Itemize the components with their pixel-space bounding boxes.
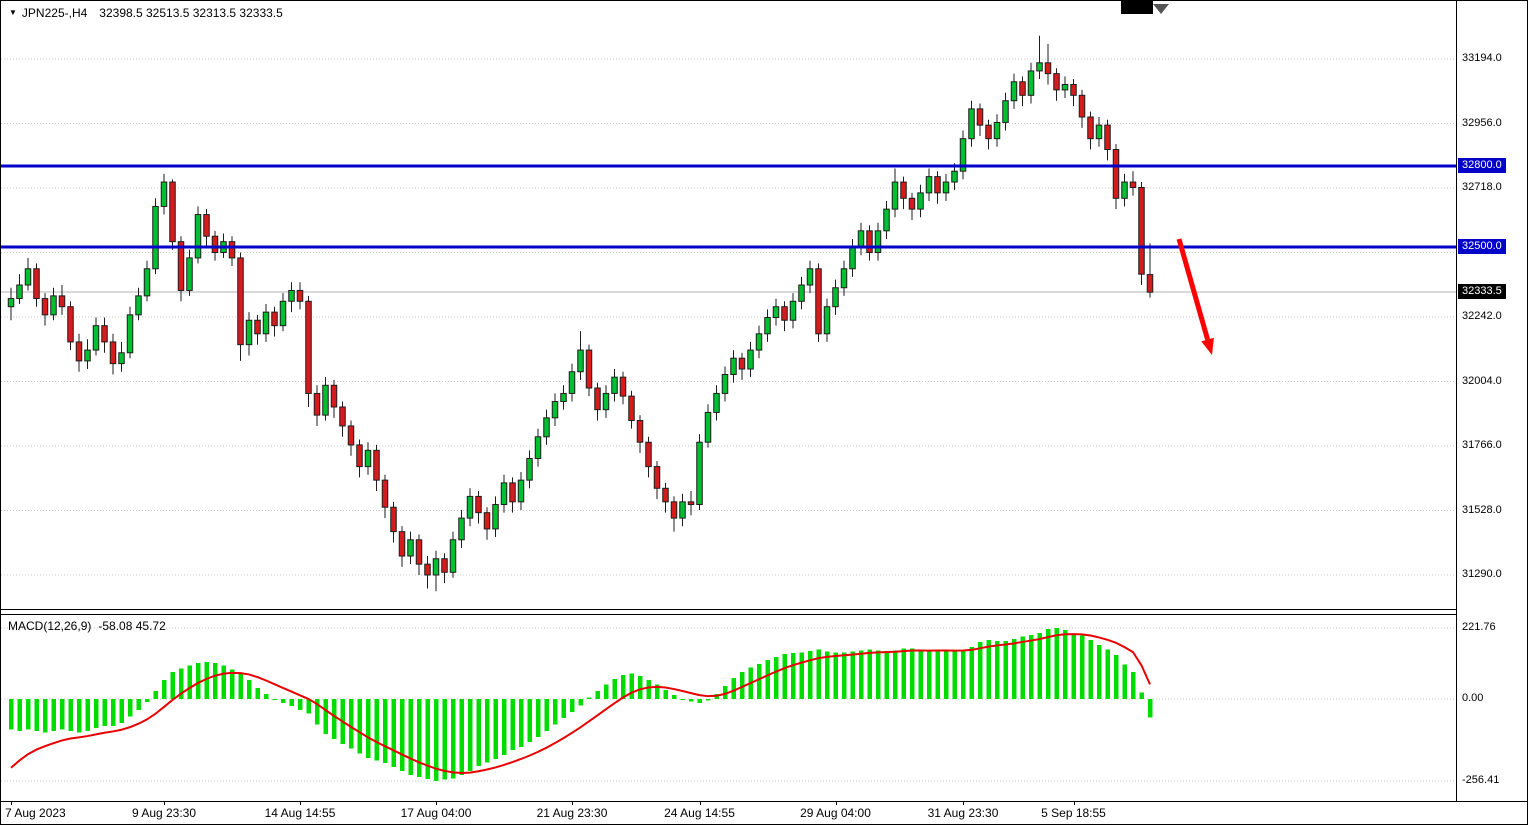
level-price-tag: 32800.0 [1458, 157, 1506, 173]
price-axis[interactable]: 33194.0 32956.0 32718.0 32242.0 32004.0 31766… [1457, 1, 1527, 801]
time-scale-label: 14 Aug 14:55 [264, 806, 336, 820]
price-scale-label: 32956.0 [1462, 116, 1502, 129]
panel-separator[interactable] [1, 609, 1527, 610]
time-scale-label: 9 Aug 23:30 [131, 806, 197, 820]
candles-layer [7, 35, 1154, 592]
time-axis-tick [436, 802, 437, 805]
price-scale-label: 32004.0 [1462, 374, 1502, 387]
grid-layer [1, 58, 1456, 576]
macd-scale-label: -256.41 [1462, 774, 1500, 787]
time-axis-tick [572, 802, 573, 805]
macd-scale-label: 221.76 [1462, 621, 1496, 634]
main-chart[interactable] [1, 1, 1456, 609]
time-scale-label: 5 Sep 18:55 [1041, 806, 1106, 820]
time-axis-tick [11, 802, 12, 805]
macd-signal-line [10, 633, 1151, 774]
macd-grid-layer [1, 627, 1456, 782]
time-scale-label: 31 Aug 23:30 [927, 806, 999, 820]
price-scale-label: 31528.0 [1462, 503, 1502, 516]
level-price-tag: 32500.0 [1458, 239, 1506, 255]
chart-shift-marker-icon[interactable] [1153, 4, 1169, 14]
time-scale-label: 17 Aug 04:00 [400, 806, 472, 820]
price-axis-border [1456, 1, 1457, 802]
macd-values: -58.08 45.72 [98, 619, 166, 633]
time-axis-tick [164, 802, 165, 805]
time-scale-label: 24 Aug 14:55 [664, 806, 735, 820]
down-arrow-annotation[interactable] [1176, 238, 1214, 355]
time-axis-tick [1073, 802, 1075, 805]
symbol-timeframe-label: JPN225-,H4 [21, 6, 88, 20]
top-right-black-marker [1121, 1, 1153, 14]
time-scale-label: 29 Aug 04:00 [800, 806, 871, 820]
price-scale-label: 31290.0 [1462, 568, 1502, 580]
macd-panel-border [1, 614, 1527, 615]
time-scale-label: 7 Aug 2023 [5, 806, 66, 820]
bid-price-tag: 32333.5 [1458, 284, 1506, 300]
price-scale-label: 32718.0 [1462, 181, 1502, 193]
time-axis-tick [835, 802, 837, 805]
symbol-dropdown-icon[interactable]: ▼ [9, 8, 17, 17]
macd-panel[interactable] [1, 615, 1456, 801]
time-axis-tick [963, 802, 964, 805]
price-scale-label: 33194.0 [1462, 52, 1502, 64]
macd-scale-label: 0.00 [1462, 692, 1484, 704]
macd-title: MACD(12,26,9) -58.08 45.72 [8, 619, 166, 633]
time-scale-label: 21 Aug 23:30 [536, 806, 608, 820]
macd-label: MACD(12,26,9) [8, 619, 92, 633]
ohlc-values: 32398.5 32513.5 32313.5 32333.5 [99, 6, 283, 20]
time-axis-tick [300, 802, 301, 805]
price-scale-label: 32242.0 [1462, 310, 1502, 322]
time-axis-tick [699, 802, 701, 805]
time-axis[interactable]: 7 Aug 2023 9 Aug 23:30 14 Aug 14:55 17 Aug … [1, 801, 1527, 824]
macd-histogram-layer [8, 628, 1153, 782]
price-scale-label: 31766.0 [1462, 439, 1502, 451]
chart-title: ▼ JPN225-,H4 32398.5 32513.5 32313.5 32333… [9, 6, 283, 20]
